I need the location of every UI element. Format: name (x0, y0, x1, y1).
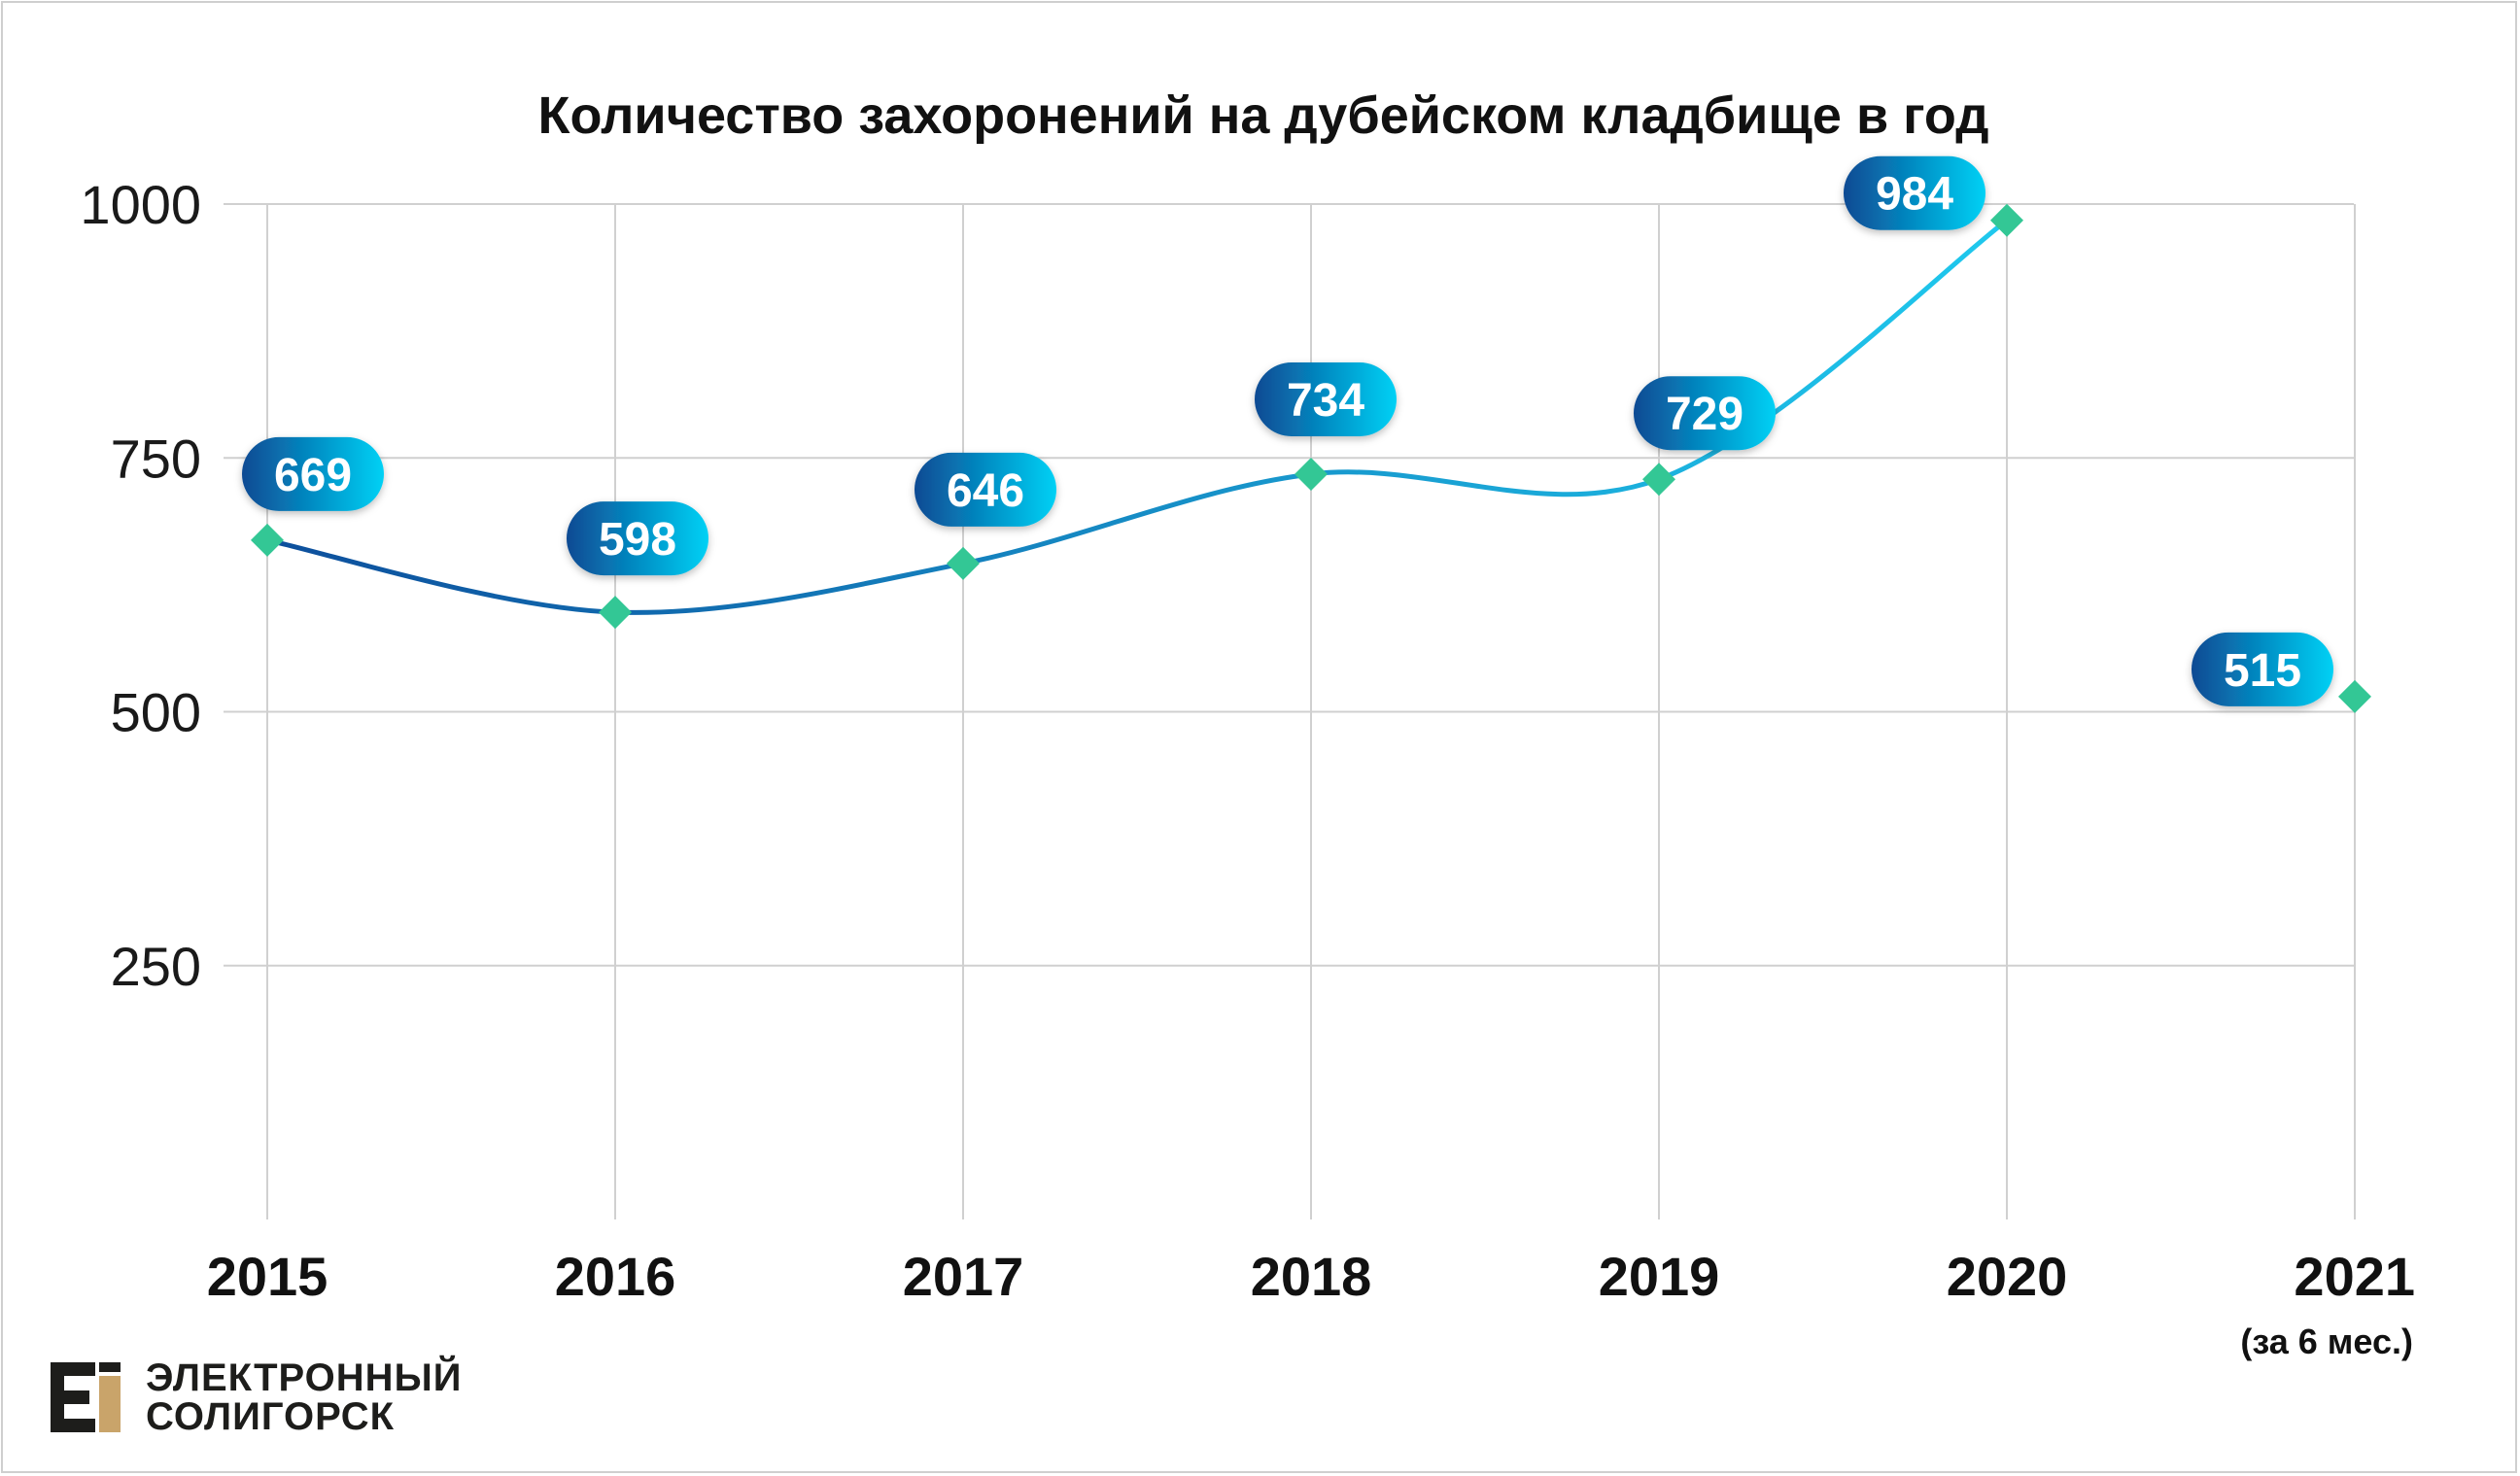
data-label-pill (2192, 632, 2333, 706)
data-label-pill (915, 452, 1056, 527)
x-tick-label: 2017 (903, 1246, 1024, 1307)
data-label-pill (1844, 155, 1985, 230)
brand-line-1: ЭЛЕКТРОННЫЙ (146, 1356, 463, 1399)
x-tick-label: 2019 (1599, 1246, 1720, 1307)
data-label: 734 (1287, 375, 1364, 427)
data-label: 515 (2224, 645, 2301, 697)
x-tick-label: 2015 (207, 1246, 328, 1307)
y-tick-label: 750 (111, 428, 201, 489)
grid-lines (224, 203, 2356, 1219)
data-label-pill (242, 436, 384, 511)
data-point-marker (251, 523, 284, 557)
data-label: 984 (1876, 169, 1953, 221)
data-markers (251, 203, 2371, 713)
x-axis: 2015 2016 2017 2018 2019 2020 2021 (за 6 мес.) (207, 1246, 2415, 1361)
data-label-pill (1634, 376, 1776, 451)
y-axis: 250 500 750 1000 (80, 174, 201, 997)
data-label: 729 (1666, 389, 1743, 440)
y-tick-label: 500 (111, 682, 201, 743)
chart-title: Количество захоронений на дубейском клад… (538, 86, 1989, 145)
x-tick-sublabel: (за 6 мес.) (2240, 1322, 2413, 1361)
y-tick-label: 1000 (80, 174, 201, 235)
y-tick-label: 250 (111, 936, 201, 997)
x-tick-label: 2018 (1251, 1246, 1372, 1307)
data-point-marker (1295, 457, 1328, 491)
data-point-marker (1990, 203, 2023, 237)
data-point-marker (1642, 463, 1675, 497)
data-label: 669 (274, 450, 352, 501)
x-tick-label: 2021 (2294, 1246, 2415, 1307)
data-point-marker (2338, 679, 2371, 713)
x-tick-label: 2020 (1947, 1246, 2068, 1307)
logo-e-icon (51, 1362, 121, 1432)
data-labels: 669 598 646 734 729 984 515 (242, 155, 2333, 706)
data-point-marker (947, 546, 980, 580)
data-label-pill (1255, 361, 1397, 436)
data-label: 646 (947, 465, 1024, 517)
brand-logo: ЭЛЕКТРОННЫЙ СОЛИГОРСК (51, 1358, 462, 1436)
data-point-marker (599, 596, 632, 630)
data-label: 598 (599, 514, 676, 566)
data-label-pill (567, 501, 708, 576)
brand-line-2: СОЛИГОРСК (146, 1395, 396, 1438)
x-tick-label: 2016 (555, 1246, 676, 1307)
